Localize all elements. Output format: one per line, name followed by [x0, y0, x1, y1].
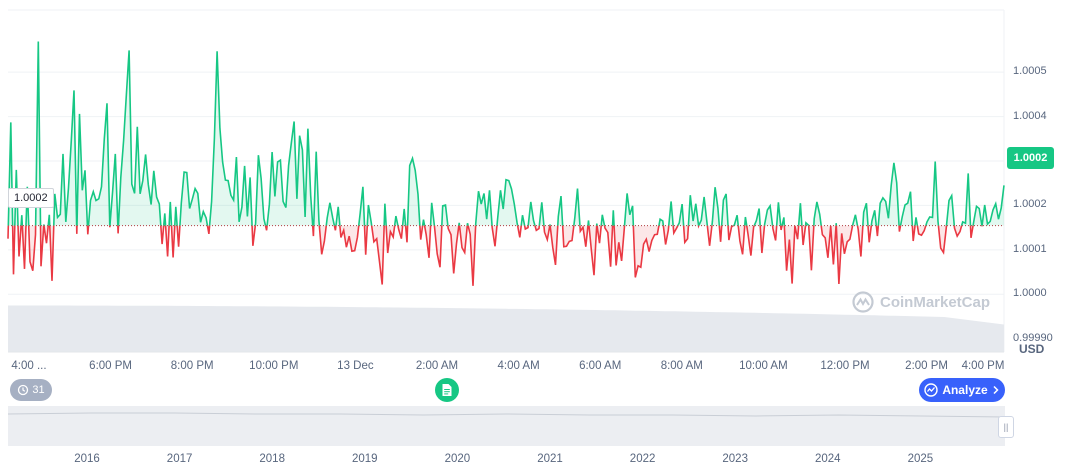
x-tick-label: 13 Dec [337, 360, 374, 372]
navigator-year-label: 2021 [537, 453, 563, 465]
chevron-right-icon [993, 385, 999, 395]
y-tick-label: 1.0001 [1013, 242, 1047, 255]
analyze-icon [924, 383, 939, 397]
navigator-year-label: 2020 [444, 453, 471, 465]
x-tick-label: 4:00 ... [11, 360, 47, 372]
analyze-button[interactable]: Analyze [919, 378, 1005, 402]
current-price-tag: 1.0002 [1007, 147, 1054, 169]
volume-area [8, 305, 1004, 352]
x-tick-label: 8:00 AM [660, 360, 703, 372]
y-tick-label: 1.0000 [1013, 287, 1047, 300]
y-tick-label: 1.0005 [1013, 65, 1047, 78]
x-tick-label: 4:00 AM [497, 360, 540, 372]
navigator-year-label: 2016 [74, 453, 100, 465]
x-tick-label: 6:00 AM [579, 360, 622, 372]
navigator-year-label: 2025 [907, 453, 934, 465]
area-above-baseline [8, 41, 1004, 226]
x-tick-label: 10:00 AM [739, 360, 788, 372]
x-tick-label: 10:00 PM [249, 360, 299, 372]
history-icon [18, 384, 29, 396]
x-tick-label: 6:00 PM [89, 360, 133, 372]
coinmarketcap-logo-icon [852, 291, 874, 313]
coinmarketcap-watermark: CoinMarketCap [852, 291, 990, 313]
area-below-baseline [8, 225, 1004, 286]
y-tick-label: 0.99990 [1013, 331, 1053, 344]
navigator-handle[interactable]: || [998, 416, 1014, 438]
price-line-down [7, 225, 988, 286]
navigator-year-label: 2017 [166, 453, 193, 465]
analyze-label: Analyze [942, 383, 988, 397]
navigator-track[interactable] [8, 406, 1005, 446]
price-line-up [7, 41, 1005, 226]
y-tick-label: 1.0004 [1013, 109, 1047, 122]
watermark-text: CoinMarketCap [880, 293, 991, 311]
y-tick-label: 1.0002 [1013, 198, 1047, 211]
navigator-year-label: 2019 [352, 453, 378, 465]
volume-bars [8, 305, 1004, 352]
currency-label: USD [1019, 342, 1045, 356]
events-history-button[interactable]: 31 [10, 379, 52, 401]
baseline-price-tag: 1.0002 [8, 188, 54, 208]
navigator-line [7, 412, 1006, 418]
navigator-year-label: 2022 [629, 453, 656, 465]
navigator-year-label: 2023 [722, 453, 748, 465]
x-tick-label: 2:00 PM [905, 360, 949, 372]
navigator-year-label: 2024 [815, 453, 841, 465]
events-count: 31 [32, 384, 45, 396]
x-tick-label: 12:00 PM [820, 360, 870, 372]
news-document-button[interactable] [435, 378, 459, 402]
x-tick-label: 2:00 AM [415, 360, 459, 372]
x-tick-label: 4:00 PM [961, 360, 1005, 372]
navigator-year-label: 2018 [259, 453, 285, 465]
x-tick-label: 8:00 PM [170, 360, 214, 372]
document-icon [442, 384, 452, 396]
